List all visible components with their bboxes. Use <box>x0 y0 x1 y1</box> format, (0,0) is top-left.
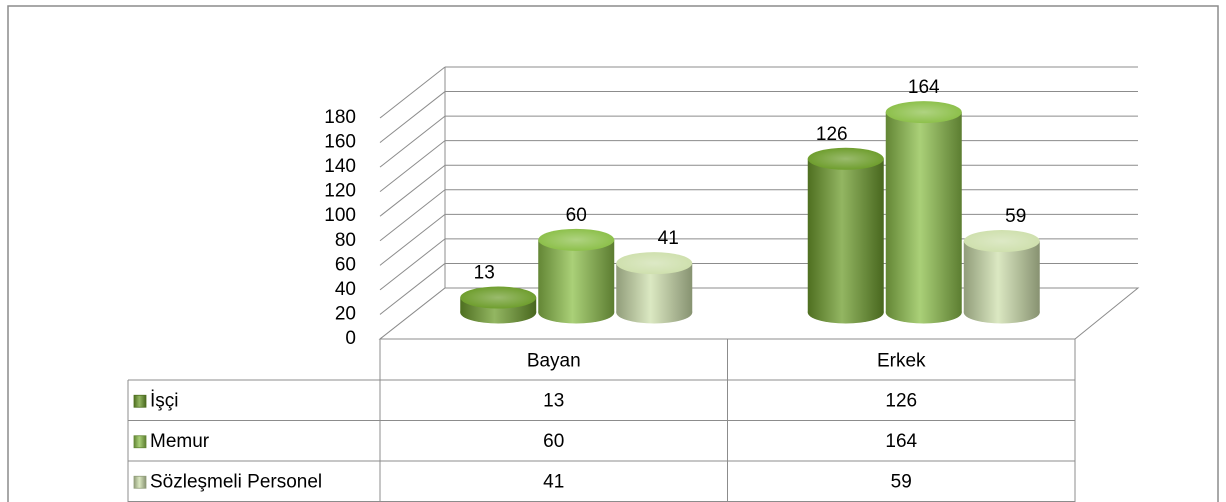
grid-line <box>379 263 446 315</box>
data-label: 164 <box>908 77 940 98</box>
cylinder <box>460 286 537 324</box>
cylinder-body <box>538 239 615 313</box>
table-value: 164 <box>885 431 917 452</box>
grid-line <box>379 115 446 168</box>
y-tick-label: 180 <box>324 107 356 128</box>
cylinder-top <box>538 228 615 251</box>
data-label: 41 <box>658 228 679 249</box>
grid-line <box>379 140 446 193</box>
legend-key <box>133 435 147 449</box>
table-value: 59 <box>891 471 912 492</box>
grid-line <box>379 189 446 242</box>
x-tick-label: Bayan <box>527 351 581 372</box>
y-tick-label: 100 <box>324 205 356 226</box>
grid-line <box>379 66 446 119</box>
y-tick-label: 0 <box>345 328 356 349</box>
cylinder-top <box>460 286 537 309</box>
data-label: 13 <box>474 263 495 284</box>
y-tick-label: 80 <box>335 230 356 251</box>
grid-line <box>379 164 446 217</box>
cylinder-body <box>807 158 884 313</box>
cylinder-body <box>885 112 962 313</box>
cylinder-top <box>616 252 693 275</box>
table-value: 126 <box>885 390 917 411</box>
y-tick-label: 40 <box>335 279 356 300</box>
legend-label: Memur <box>150 431 210 452</box>
y-tick-label: 160 <box>324 132 356 153</box>
cylinder <box>538 228 615 324</box>
y-tick-label: 20 <box>335 303 356 324</box>
legend-label: Sözleşmeli Personel <box>150 471 322 492</box>
cylinder <box>807 147 884 324</box>
legend-label: İşçi <box>150 390 179 411</box>
grid-line <box>379 213 446 266</box>
cylinder <box>616 252 693 324</box>
grid-line <box>379 91 446 143</box>
legend-key <box>133 394 147 408</box>
cylinder-top <box>885 101 962 124</box>
data-label: 60 <box>566 205 587 226</box>
data-label: 59 <box>1005 206 1026 227</box>
table-value: 60 <box>543 431 564 452</box>
grid-line <box>379 238 446 291</box>
cylinder-top <box>807 147 884 170</box>
cylinder-top <box>963 230 1040 253</box>
table-value: 41 <box>543 471 564 492</box>
cylinder <box>963 230 1040 324</box>
cylinder-body <box>963 241 1040 313</box>
y-tick-label: 120 <box>324 181 356 202</box>
legend-key <box>133 475 147 489</box>
data-label: 126 <box>816 124 848 145</box>
cylinder <box>885 101 962 324</box>
table-value: 13 <box>543 390 564 411</box>
y-tick-label: 140 <box>324 156 356 177</box>
x-tick-label: Erkek <box>877 351 926 372</box>
y-tick-label: 60 <box>335 254 356 275</box>
